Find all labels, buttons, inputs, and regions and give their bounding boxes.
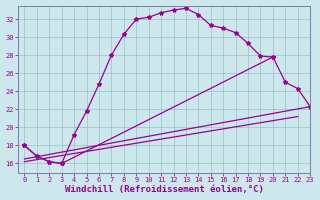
X-axis label: Windchill (Refroidissement éolien,°C): Windchill (Refroidissement éolien,°C) (65, 185, 264, 194)
